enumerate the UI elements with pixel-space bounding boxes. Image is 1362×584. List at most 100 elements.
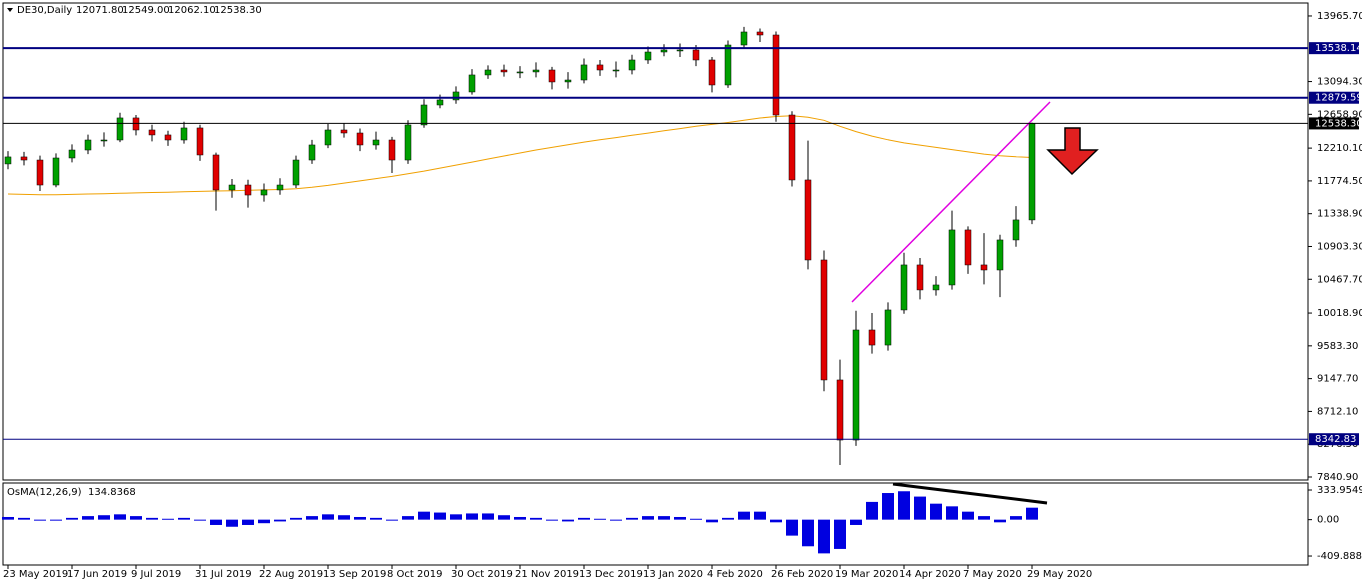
osma-bar [338, 515, 350, 520]
candle-body [740, 31, 748, 46]
osma-bar [322, 514, 334, 520]
osma-bar [498, 515, 510, 520]
symbol: DE30,Daily [17, 5, 72, 16]
osma-bar [962, 511, 974, 520]
candle-body [36, 159, 44, 186]
candle-body [404, 124, 412, 161]
candle-body [580, 64, 588, 81]
y-tick-label: 13965.70 [1317, 11, 1362, 22]
osma-bar [722, 517, 734, 520]
candle-body [868, 329, 876, 346]
price-level-box [1309, 433, 1359, 446]
quote-value: 12062.10 [168, 5, 216, 16]
candle-body [164, 134, 172, 141]
x-tick-label: 4 Feb 2020 [707, 569, 763, 580]
osma-bar [530, 517, 542, 520]
y-tick-label: 12658.90 [1317, 109, 1362, 120]
y-tick-label: 8712.10 [1317, 406, 1358, 417]
price-level-box [1309, 117, 1359, 130]
candle-body [292, 159, 300, 186]
candle-body [564, 79, 572, 83]
osma-bar [594, 518, 606, 520]
price-level-label: 12538.30 [1315, 118, 1362, 129]
candle-body [676, 49, 684, 52]
osma-bar [850, 519, 862, 525]
osma-bar [146, 517, 158, 520]
osma-bar [450, 514, 462, 520]
osma-bar [178, 517, 190, 520]
y-tick-label: 9583.30 [1317, 341, 1358, 352]
candle-body [820, 259, 828, 381]
osma-bar [2, 516, 14, 520]
candle-body [180, 127, 188, 141]
candle-body [196, 127, 204, 156]
osma-bar [130, 516, 142, 520]
candle-body [276, 184, 284, 191]
candle-body [244, 184, 252, 196]
candle-body [324, 129, 332, 146]
osma-bar [546, 519, 558, 521]
price-level-label: 13538.14 [1315, 43, 1362, 54]
candle-body [884, 309, 892, 346]
x-tick-label: 7 May 2020 [963, 569, 1022, 580]
osma-bar [562, 519, 574, 522]
candle-body [372, 139, 380, 146]
candle-body [708, 59, 716, 86]
y-tick-label: 9147.70 [1317, 374, 1358, 385]
osma-bar [226, 519, 238, 527]
price-level-box [1309, 91, 1359, 104]
x-tick-label: 30 Oct 2019 [451, 569, 513, 580]
candle-body [516, 71, 524, 74]
candle-body [644, 51, 652, 61]
osma-bar [370, 517, 382, 520]
osma-bar [306, 516, 318, 520]
candle-body [628, 59, 636, 71]
quote-value: 12549.00 [122, 5, 170, 16]
x-tick-label: 13 Sep 2019 [323, 569, 386, 580]
quote-value: 12538.30 [214, 5, 262, 16]
candle-body [772, 34, 780, 116]
osma-bar [706, 519, 718, 523]
main-layer [4, 26, 1036, 466]
osma-bar [50, 519, 62, 521]
osma-bar [434, 512, 446, 520]
osma-bar [1026, 507, 1038, 520]
candle-body [484, 69, 492, 76]
osma-bar [210, 519, 222, 525]
y-tick-label: 11338.90 [1317, 209, 1362, 220]
osma-bar [274, 519, 286, 522]
x-tick-label: 23 May 2019 [3, 569, 68, 580]
candle-body [100, 139, 108, 142]
candle-body [452, 91, 460, 101]
candle-body [116, 117, 124, 141]
osma-bar [802, 519, 814, 547]
osma-bar [818, 519, 830, 554]
osma-bar [882, 493, 894, 520]
x-tick-label: 13 Dec 2019 [579, 569, 643, 580]
osma-bar [418, 511, 430, 520]
candle-body [500, 69, 508, 73]
osma-bar [258, 519, 270, 524]
osma-bar [690, 518, 702, 520]
candle-body [468, 74, 476, 93]
osma-bar [642, 516, 654, 520]
osma-bar [946, 506, 958, 520]
divergence-line [892, 482, 1048, 505]
candle-body [260, 189, 268, 196]
candle-body [212, 154, 220, 191]
candle-body [612, 69, 620, 72]
candle-body [948, 229, 956, 286]
candle-body [132, 117, 140, 131]
x-tick-label: 13 Jan 2020 [643, 569, 703, 580]
candle-body [756, 31, 764, 36]
price-level-label: 8342.83 [1315, 434, 1356, 445]
candle-body [964, 229, 972, 266]
candle-body [4, 156, 12, 165]
candle-body [596, 64, 604, 71]
candle-body [852, 329, 860, 441]
price-level-label: 12879.59 [1315, 93, 1362, 104]
osma-tick-label: -409.8888 [1317, 551, 1362, 562]
candle-body [836, 379, 844, 441]
osma-value: 134.8368 [88, 487, 136, 498]
osma-panel [2, 482, 1309, 566]
